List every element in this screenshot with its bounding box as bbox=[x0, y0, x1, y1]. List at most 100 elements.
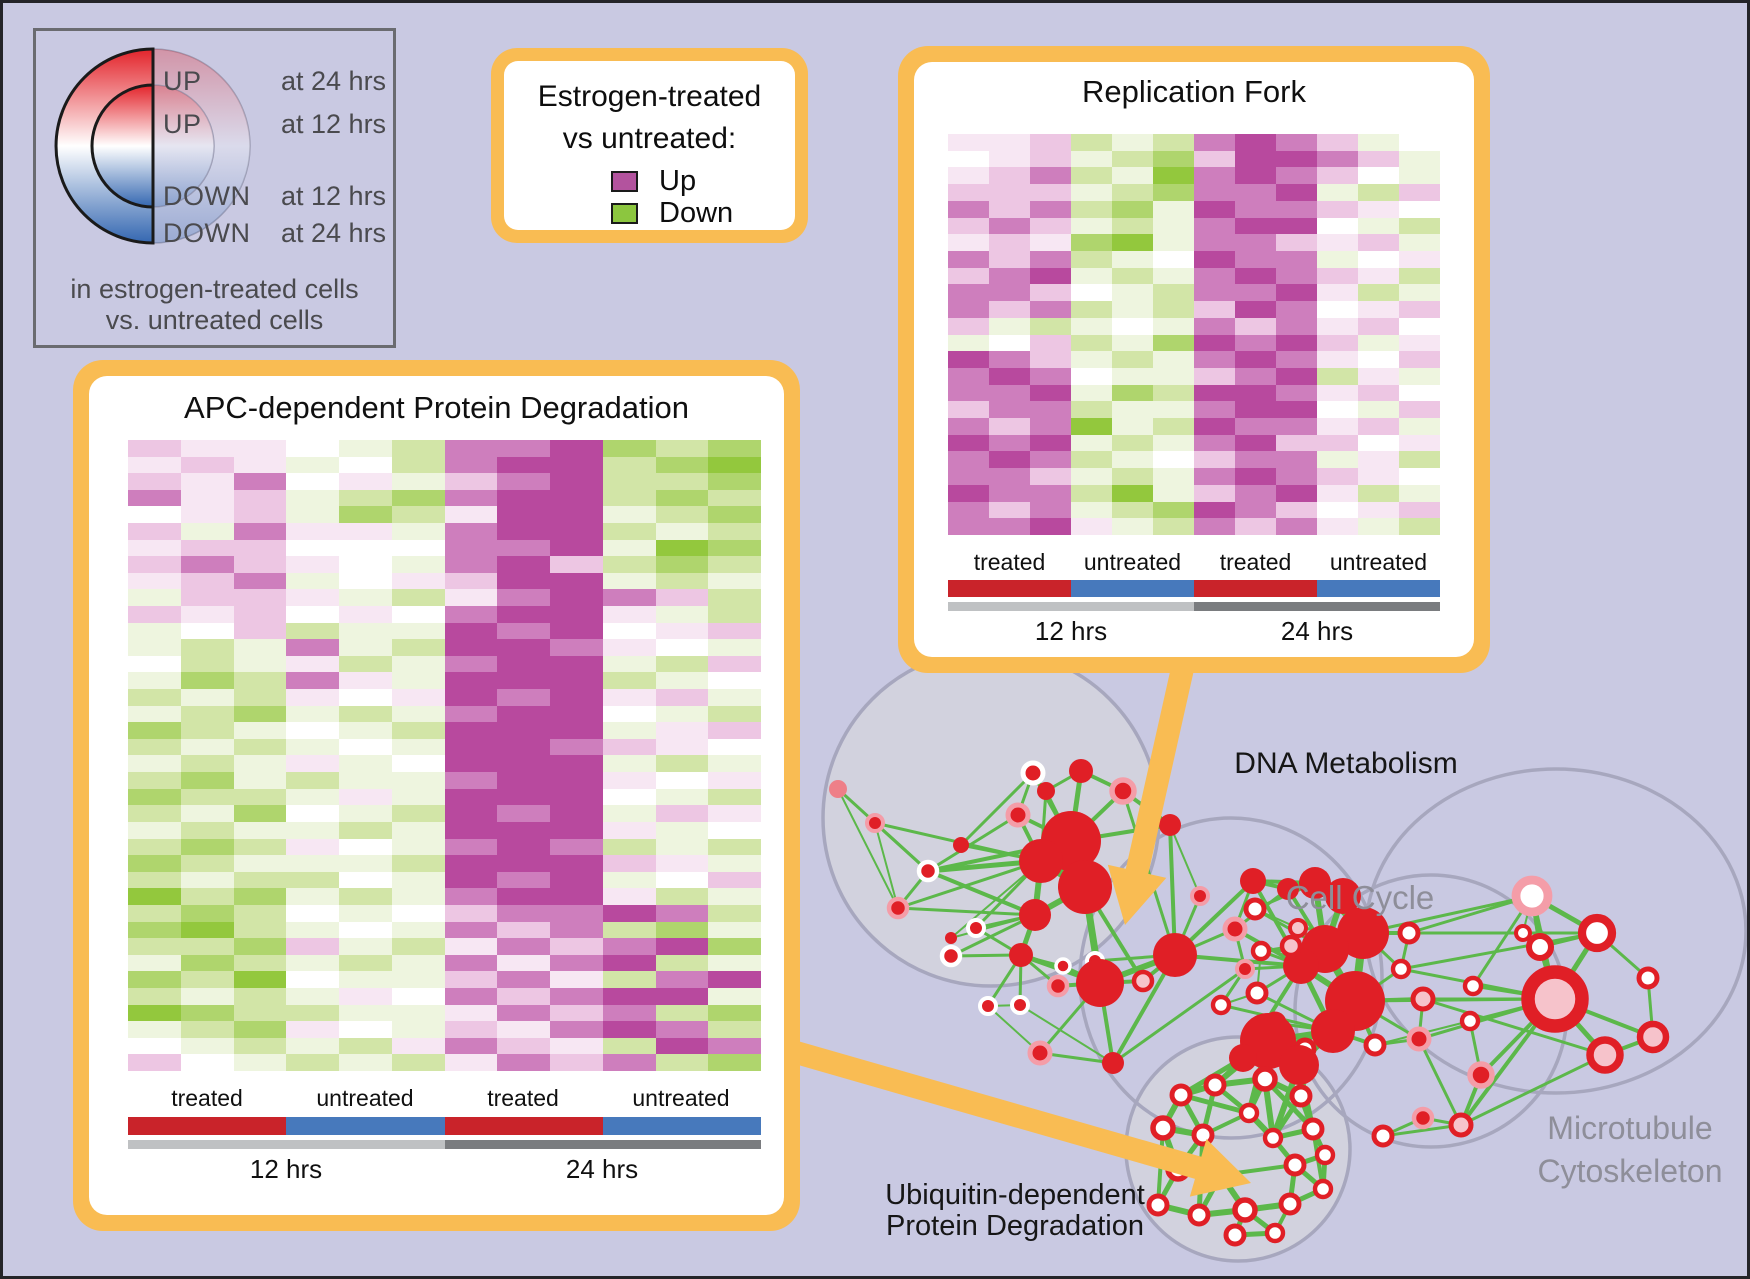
heatmap-cell bbox=[233, 838, 287, 856]
network-node bbox=[1262, 1127, 1284, 1149]
heatmap-cell bbox=[550, 954, 603, 972]
heatmap-cell bbox=[444, 539, 498, 557]
heatmap-cell bbox=[233, 606, 287, 623]
heatmap-cell bbox=[444, 987, 498, 1005]
network-node bbox=[1037, 782, 1055, 800]
heatmap-cell bbox=[948, 134, 989, 151]
heatmap-cell bbox=[128, 772, 181, 789]
network-node bbox=[1252, 1066, 1278, 1092]
heatmap-cell bbox=[1276, 384, 1317, 402]
heatmap-cell bbox=[989, 150, 1030, 168]
network-edge bbox=[897, 859, 1042, 910]
rep-bar-untreated-12 bbox=[1071, 580, 1194, 597]
heatmap-cell bbox=[708, 606, 761, 623]
heatmap-cell bbox=[286, 788, 339, 806]
heatmap-cell bbox=[128, 755, 181, 773]
heatmap-cell bbox=[948, 351, 989, 368]
heatmap-cell bbox=[1112, 167, 1153, 185]
heatmap-cell bbox=[655, 821, 709, 839]
heatmap-cell bbox=[989, 451, 1030, 469]
heatmap-cell bbox=[655, 1037, 709, 1055]
network-edge bbox=[1422, 997, 1606, 1057]
heatmap-cell bbox=[989, 234, 1030, 251]
heatmap-cell bbox=[655, 572, 709, 590]
heatmap-cell bbox=[1276, 418, 1317, 435]
network-node bbox=[1363, 1033, 1387, 1057]
network-node bbox=[1462, 975, 1484, 997]
network-node bbox=[1005, 802, 1031, 828]
heatmap-cell bbox=[391, 539, 445, 557]
heatmap-cell bbox=[497, 1037, 550, 1055]
apc-group-treated-24: treated bbox=[487, 1085, 559, 1111]
heatmap-cell bbox=[286, 1021, 339, 1038]
heatmap-cell bbox=[602, 489, 656, 507]
heatmap-cell bbox=[497, 987, 550, 1005]
heatmap-cell bbox=[1358, 200, 1399, 218]
heatmap-cell bbox=[550, 987, 603, 1005]
heatmap-cell bbox=[1030, 234, 1071, 251]
heatmap-cell bbox=[1235, 250, 1276, 268]
heatmap-cell bbox=[602, 838, 656, 856]
heatmap-cell bbox=[1317, 150, 1358, 168]
heatmap-cell bbox=[286, 954, 339, 972]
network-edge bbox=[1408, 894, 1533, 935]
heatmap-cell bbox=[948, 184, 989, 201]
heatmap-cell bbox=[180, 1004, 234, 1022]
heatmap-cell bbox=[1358, 150, 1399, 168]
heatmap-cell bbox=[1399, 384, 1440, 402]
heatmap-cell bbox=[286, 871, 339, 889]
network-node bbox=[1203, 1073, 1227, 1097]
heatmap-cell bbox=[1194, 334, 1235, 352]
heatmap-cell bbox=[339, 838, 392, 856]
heatmap-cell bbox=[180, 772, 234, 789]
heatmap-cell bbox=[1235, 317, 1276, 335]
heatmap-cell bbox=[497, 888, 550, 905]
heatmap-cell bbox=[1358, 418, 1399, 435]
heatmap-cell bbox=[1399, 134, 1440, 151]
heatmap-cell bbox=[180, 589, 234, 607]
heatmap-cell bbox=[1317, 301, 1358, 318]
heatmap-cell bbox=[550, 606, 603, 623]
heatmap-cell bbox=[1153, 401, 1194, 419]
heatmap-cell bbox=[1153, 351, 1194, 368]
heatmap-cell bbox=[233, 689, 287, 706]
network-node bbox=[1243, 897, 1267, 921]
apc-bar-treated-12 bbox=[128, 1117, 287, 1135]
heatmap-cell bbox=[180, 489, 234, 507]
heatmap-cell bbox=[286, 755, 339, 773]
heatmap-cell bbox=[497, 1054, 550, 1071]
heatmap-cell bbox=[286, 722, 339, 739]
heatmap-cell bbox=[444, 489, 498, 507]
heatmap-cell bbox=[339, 921, 392, 939]
heatmap-cell bbox=[708, 855, 761, 872]
rep-group-treated-12: treated bbox=[973, 549, 1046, 575]
heatmap-cell bbox=[444, 921, 498, 939]
network-node bbox=[1010, 995, 1030, 1015]
heatmap-cell bbox=[286, 440, 339, 457]
network-node bbox=[953, 837, 969, 853]
heatmap-cell bbox=[655, 755, 709, 773]
heatmap-cell bbox=[180, 705, 234, 723]
heatmap-cell bbox=[180, 473, 234, 490]
apc-bar-treated-24 bbox=[444, 1117, 603, 1135]
heatmap-cell bbox=[286, 489, 339, 507]
heatmap-cell bbox=[180, 722, 234, 739]
heatmap-cell bbox=[1399, 418, 1440, 435]
heatmap-cell bbox=[1235, 384, 1276, 402]
heatmap-cell bbox=[128, 1054, 181, 1071]
heatmap-cell bbox=[602, 805, 656, 822]
heatmap-cell bbox=[1153, 234, 1194, 251]
heatmap-cell bbox=[655, 921, 709, 939]
apc-degradation-panel: APC-dependent Protein Degradation treate… bbox=[73, 360, 800, 1231]
heatmap-cell bbox=[948, 501, 989, 519]
heatmap-cell bbox=[180, 440, 234, 457]
heatmap-cell bbox=[602, 456, 656, 474]
heatmap-cell bbox=[180, 987, 234, 1005]
heatmap-cell bbox=[655, 1004, 709, 1022]
heatmap-cell bbox=[286, 689, 339, 706]
updown-gradient-circle-icon bbox=[54, 47, 251, 245]
heatmap-cell bbox=[1071, 351, 1112, 368]
heatmap-cell bbox=[339, 523, 392, 540]
heatmap-cell bbox=[1276, 434, 1317, 452]
heatmap-cell bbox=[550, 489, 603, 507]
